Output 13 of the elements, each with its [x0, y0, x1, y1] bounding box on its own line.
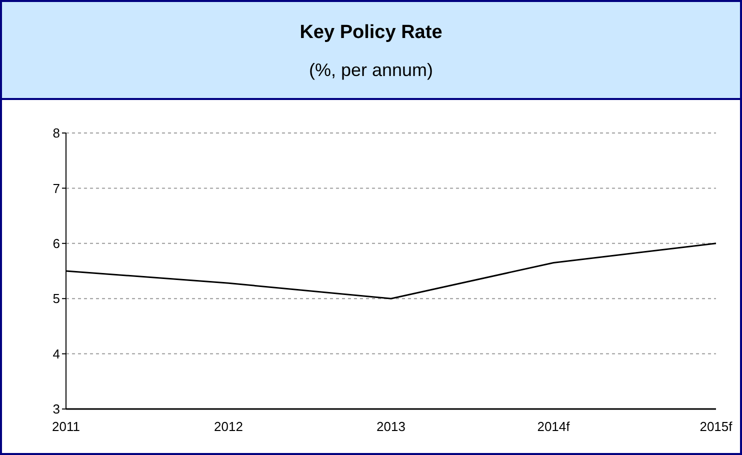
y-tick-label: 8: [52, 126, 60, 141]
x-tick-label: 2013: [376, 419, 406, 434]
y-tick-label: 5: [52, 291, 60, 306]
y-tick-label: 3: [52, 402, 60, 417]
y-tick-label: 7: [52, 180, 60, 196]
chart-subtitle: (%, per annum): [308, 60, 434, 80]
x-tick-label: 2014f: [537, 419, 570, 434]
chart-title: Key Policy Rate: [300, 22, 442, 43]
y-tick-label: 6: [52, 236, 60, 251]
x-tick-label: 2015f: [700, 419, 733, 434]
x-tick-label: 2012: [214, 419, 243, 434]
y-tick-label: 4: [52, 346, 60, 362]
x-tick-label: 2011: [52, 419, 80, 434]
